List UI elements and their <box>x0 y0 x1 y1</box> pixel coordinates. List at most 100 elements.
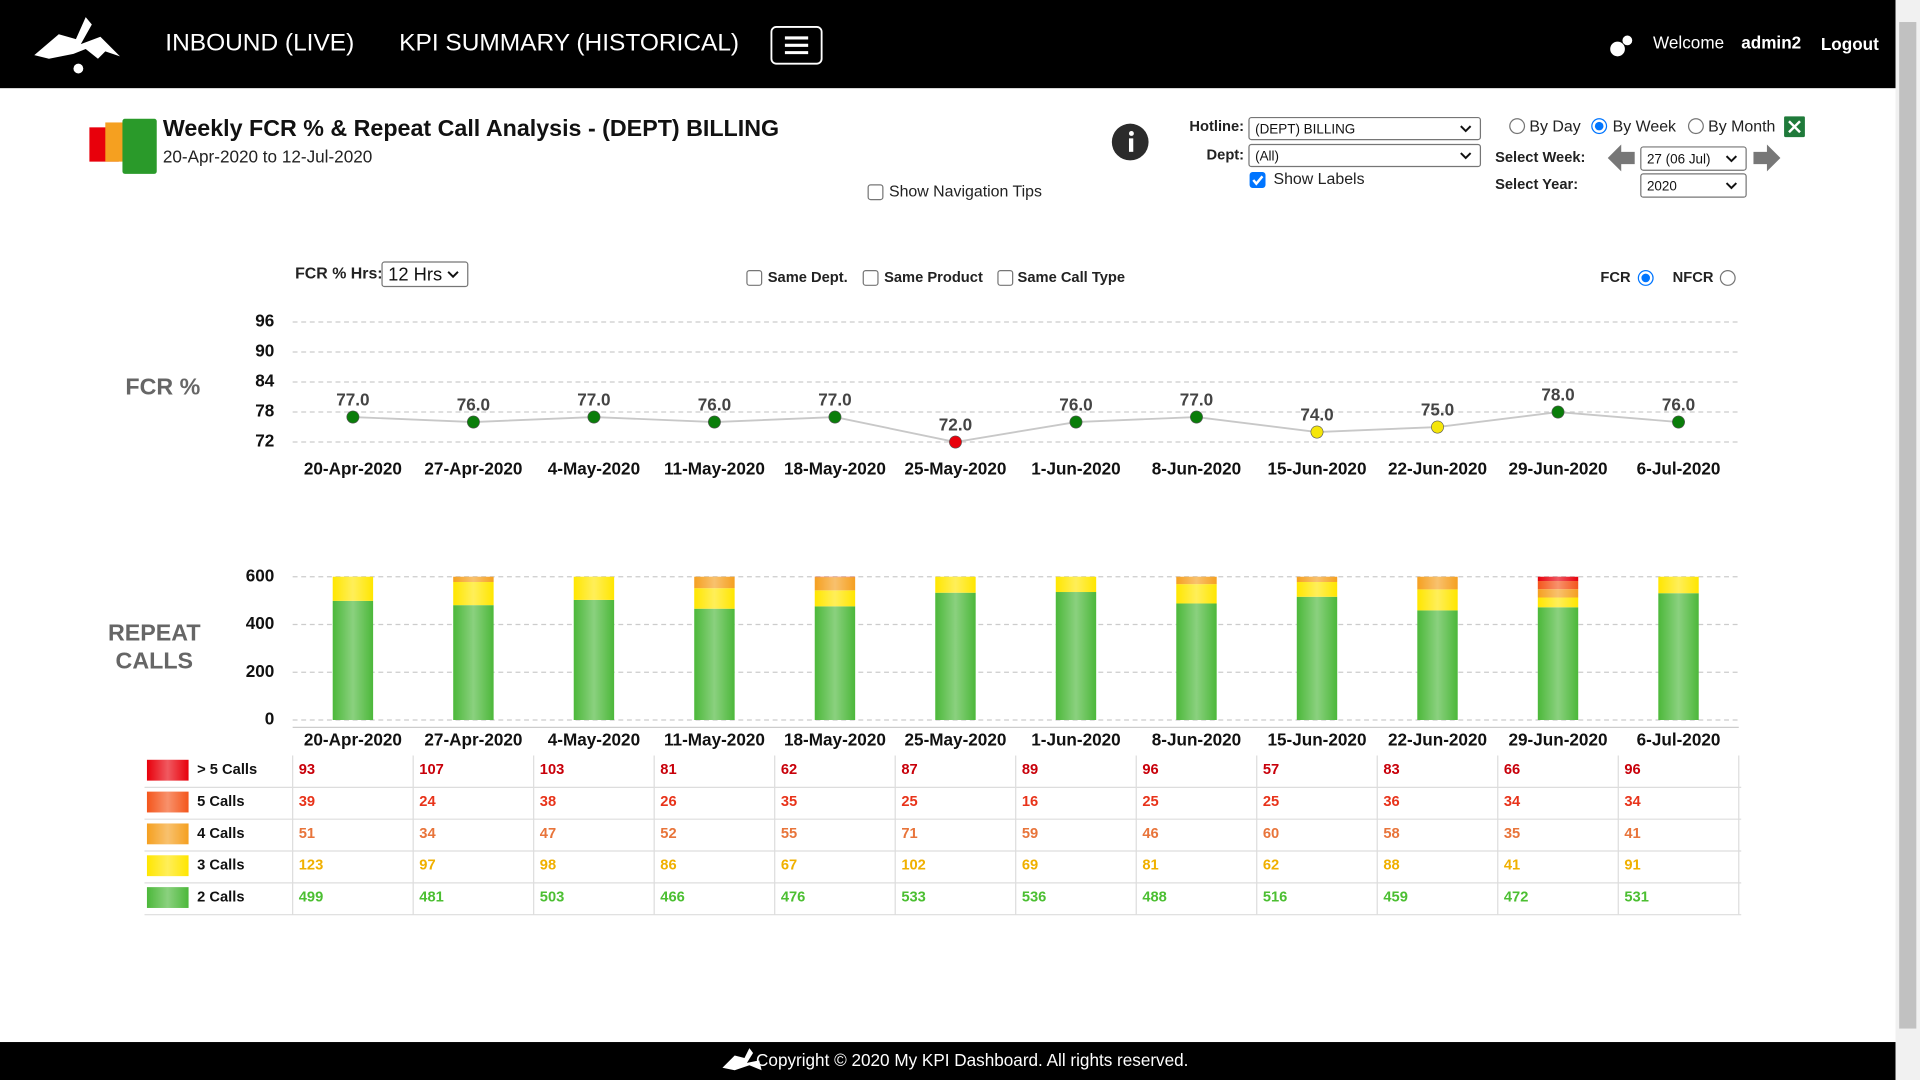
x-tick-label: 20-Apr-2020 <box>304 729 402 749</box>
bar-segment <box>333 550 373 559</box>
radio[interactable] <box>1687 118 1704 135</box>
excel-x[interactable] <box>1788 120 1801 134</box>
value-label: 78.0 <box>1541 385 1574 405</box>
prev-week[interactable] <box>1607 144 1635 172</box>
x-tick-label: 29-Jun-2020 <box>1509 729 1608 749</box>
fcr-point <box>1069 415 1083 429</box>
select-value[interactable]: 2020 <box>1647 178 1677 193</box>
checkbox-box[interactable] <box>867 184 884 201</box>
logo[interactable] <box>34 17 120 74</box>
select[interactable]: 2020 <box>1640 173 1747 198</box>
logout-link[interactable]: Logout <box>1821 34 1879 54</box>
checkbox-box[interactable] <box>746 270 763 286</box>
checkbox[interactable] <box>862 270 879 286</box>
bar-shine <box>453 576 494 720</box>
export-excel[interactable] <box>1784 116 1805 138</box>
select[interactable]: 27 (06 Jul) <box>1640 146 1747 171</box>
checkbox[interactable] <box>746 270 763 286</box>
value-label: 76.0 <box>457 395 490 415</box>
select-arrow[interactable] <box>1725 182 1738 190</box>
select-arrow[interactable] <box>1725 155 1738 163</box>
radio-ring[interactable] <box>1719 270 1736 286</box>
select[interactable]: (DEPT) BILLING <box>1248 116 1482 141</box>
table-cell: 123 <box>299 858 324 874</box>
select[interactable]: (All) <box>1248 143 1482 168</box>
select-box[interactable] <box>1248 116 1482 141</box>
bar-segment <box>1056 536 1096 557</box>
table-cell: 69 <box>1022 858 1038 874</box>
menu-button[interactable] <box>770 26 823 65</box>
checkbox[interactable] <box>1249 172 1266 188</box>
select-box[interactable] <box>381 261 469 288</box>
select-box[interactable] <box>1248 143 1482 168</box>
label: Select Week: <box>1495 150 1585 166</box>
nav-link[interactable]: INBOUND (LIVE) <box>165 30 354 57</box>
legend-swatch-shine <box>146 791 189 813</box>
table-cell: 34 <box>419 826 436 842</box>
user-name: admin2 <box>1741 33 1801 53</box>
value-label: 72.0 <box>939 415 972 435</box>
x-tick-label: 11-May-2020 <box>664 459 765 479</box>
bar-shine <box>573 576 615 720</box>
table-cell: 62 <box>781 762 797 778</box>
label: Hotline: <box>1189 119 1244 135</box>
bar-shine <box>814 576 856 720</box>
x-tick-label: 29-Jun-2020 <box>1509 459 1608 479</box>
table-cell: 38 <box>540 794 556 810</box>
bar-segment <box>574 532 614 557</box>
checkbox[interactable] <box>867 184 884 201</box>
scrollbar-thumb[interactable] <box>1899 22 1917 1029</box>
fcr-point <box>828 410 842 424</box>
x-tick-label: 22-Jun-2020 <box>1388 729 1487 749</box>
select-value[interactable]: 12 Hrs <box>388 263 442 284</box>
bar-segment <box>935 525 975 546</box>
checkbox-check[interactable] <box>1252 175 1264 186</box>
nav-link[interactable]: KPI SUMMARY (HISTORICAL) <box>399 30 739 57</box>
select-value[interactable]: 27 (06 Jul) <box>1647 151 1711 166</box>
radio[interactable] <box>1591 118 1608 135</box>
table-cell: 107 <box>419 762 444 778</box>
bar-shine <box>1296 576 1338 720</box>
radio-ring[interactable] <box>1687 118 1704 135</box>
radio[interactable] <box>1509 118 1526 135</box>
radio[interactable] <box>1719 270 1736 286</box>
table-cell: 25 <box>1142 794 1158 810</box>
select-arrow[interactable] <box>1460 152 1472 160</box>
table-cell: 96 <box>1142 762 1158 778</box>
select-box[interactable] <box>1640 146 1747 171</box>
nav-bar <box>0 0 1896 89</box>
radio-dot[interactable] <box>1594 121 1604 131</box>
bar-segment <box>1297 562 1337 568</box>
legend-swatch-shine <box>146 823 189 845</box>
select-value[interactable]: (DEPT) BILLING <box>1255 121 1355 136</box>
select-arrow[interactable] <box>447 271 459 279</box>
info-button[interactable] <box>1111 123 1149 161</box>
checkbox-box[interactable] <box>1249 172 1266 188</box>
bar-segment <box>1176 544 1216 567</box>
y-tick-label: 96 <box>255 311 274 331</box>
checkbox[interactable] <box>997 270 1014 286</box>
radio[interactable] <box>1637 270 1654 286</box>
x-tick-label: 18-May-2020 <box>784 729 886 749</box>
value-label: 76.0 <box>698 395 731 415</box>
settings-icon[interactable] <box>1610 35 1633 57</box>
checkbox-box[interactable] <box>862 270 879 286</box>
checkbox-box[interactable] <box>997 270 1014 286</box>
table-cell: 536 <box>1022 889 1047 905</box>
select-box[interactable] <box>1640 173 1747 198</box>
select-arrow[interactable] <box>1460 125 1472 133</box>
value-label: 77.0 <box>818 390 851 410</box>
table-cell: 62 <box>1263 858 1279 874</box>
value-label: 77.0 <box>577 390 610 410</box>
footer-bar <box>0 1042 1896 1080</box>
radio-ring[interactable] <box>1509 118 1526 135</box>
fcr-point <box>1672 415 1685 429</box>
bars <box>332 525 1699 720</box>
next-week[interactable] <box>1753 144 1781 172</box>
bar-segment <box>1056 561 1096 575</box>
x-tick-label: 27-Apr-2020 <box>424 729 522 749</box>
select-value[interactable]: (All) <box>1255 148 1279 163</box>
radio-dot[interactable] <box>1641 273 1650 283</box>
select[interactable]: 12 Hrs <box>381 261 469 288</box>
